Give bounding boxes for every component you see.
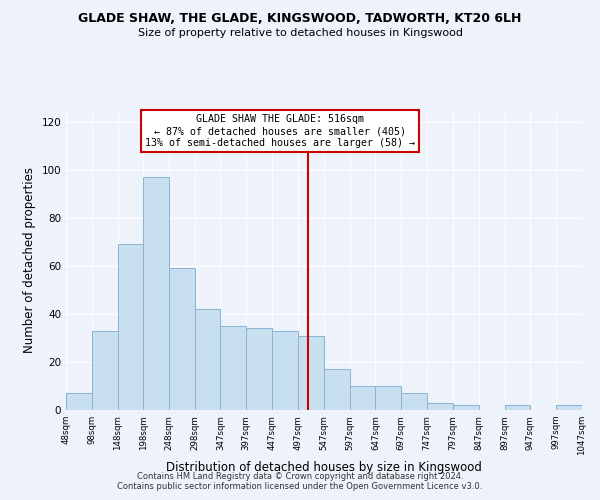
Text: GLADE SHAW THE GLADE: 516sqm
← 87% of detached houses are smaller (405)
13% of s: GLADE SHAW THE GLADE: 516sqm ← 87% of de… xyxy=(145,114,415,148)
Bar xyxy=(427,403,453,410)
Bar xyxy=(376,386,401,410)
Bar xyxy=(169,268,195,410)
Text: Size of property relative to detached houses in Kingswood: Size of property relative to detached ho… xyxy=(137,28,463,38)
Bar xyxy=(324,369,350,410)
X-axis label: Distribution of detached houses by size in Kingswood: Distribution of detached houses by size … xyxy=(166,461,482,474)
Bar xyxy=(220,326,246,410)
Bar xyxy=(505,405,530,410)
Bar xyxy=(401,393,427,410)
Y-axis label: Number of detached properties: Number of detached properties xyxy=(23,167,36,353)
Bar xyxy=(272,331,298,410)
Bar xyxy=(298,336,324,410)
Bar xyxy=(118,244,143,410)
Bar xyxy=(350,386,376,410)
Bar xyxy=(92,331,118,410)
Bar xyxy=(66,393,92,410)
Bar xyxy=(143,177,169,410)
Bar xyxy=(556,405,582,410)
Bar xyxy=(195,309,220,410)
Text: Contains HM Land Registry data © Crown copyright and database right 2024.: Contains HM Land Registry data © Crown c… xyxy=(137,472,463,481)
Bar xyxy=(246,328,272,410)
Text: Contains public sector information licensed under the Open Government Licence v3: Contains public sector information licen… xyxy=(118,482,482,491)
Text: GLADE SHAW, THE GLADE, KINGSWOOD, TADWORTH, KT20 6LH: GLADE SHAW, THE GLADE, KINGSWOOD, TADWOR… xyxy=(79,12,521,26)
Bar xyxy=(453,405,479,410)
